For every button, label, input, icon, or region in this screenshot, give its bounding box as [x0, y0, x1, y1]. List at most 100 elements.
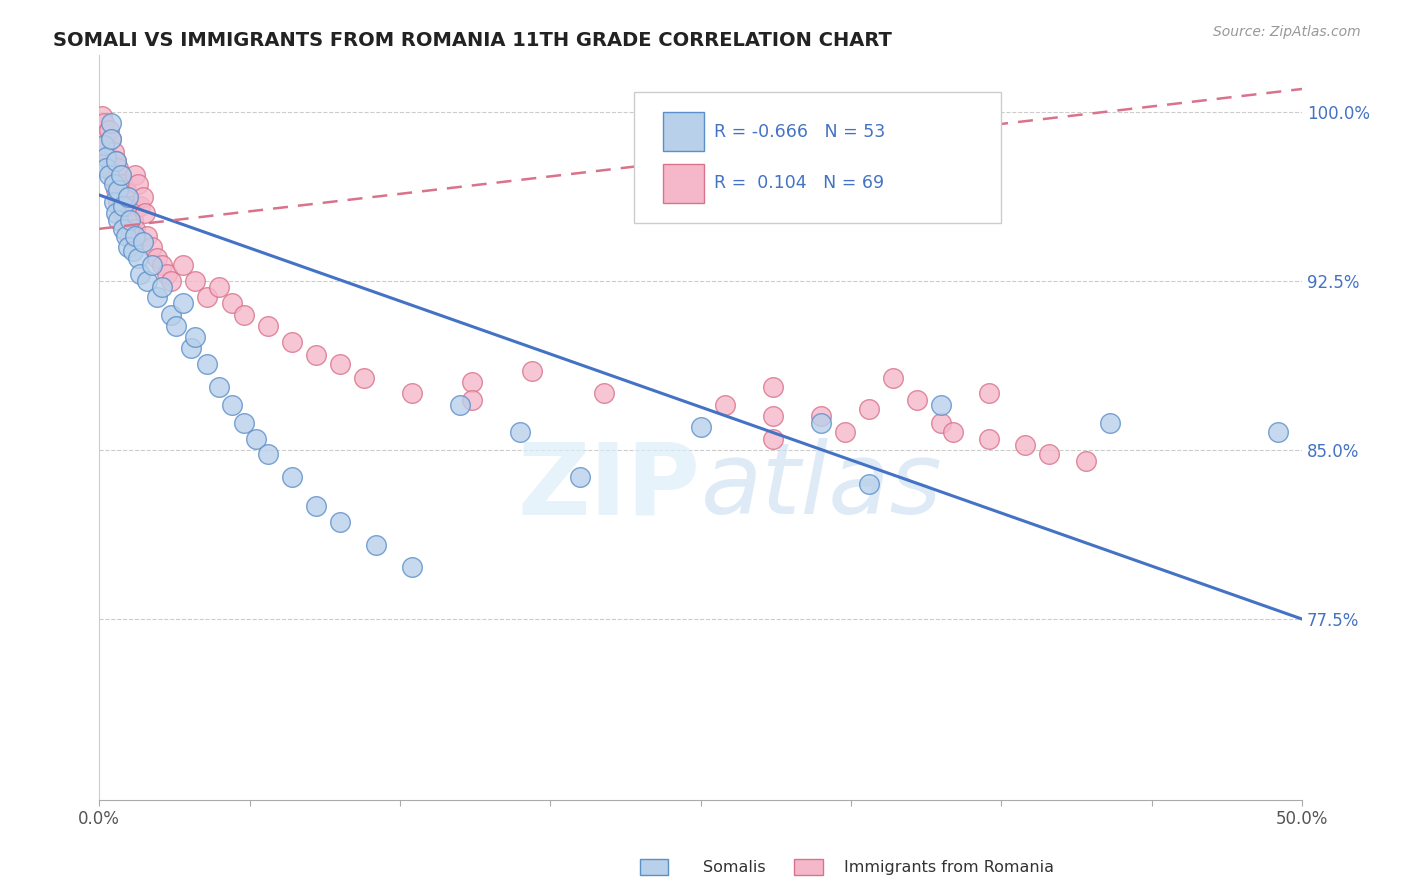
Point — [127, 251, 149, 265]
Point — [107, 184, 129, 198]
Point — [172, 258, 194, 272]
FancyBboxPatch shape — [664, 112, 704, 151]
Point — [127, 177, 149, 191]
Point — [110, 199, 132, 213]
Point — [184, 330, 207, 344]
Point — [329, 515, 352, 529]
Point — [96, 138, 118, 153]
Point — [107, 161, 129, 175]
Point — [129, 267, 152, 281]
Point — [110, 168, 132, 182]
Point — [858, 476, 880, 491]
Point — [146, 251, 169, 265]
FancyBboxPatch shape — [664, 164, 704, 202]
Point — [131, 235, 153, 250]
Point — [131, 190, 153, 204]
Point — [141, 240, 163, 254]
Point — [689, 420, 711, 434]
Point — [120, 228, 142, 243]
Point — [1014, 438, 1036, 452]
Point — [97, 122, 120, 136]
Point — [232, 416, 254, 430]
Point — [114, 228, 136, 243]
Point — [364, 538, 387, 552]
Point — [180, 342, 202, 356]
Point — [100, 131, 122, 145]
Point — [122, 244, 145, 259]
Point — [100, 116, 122, 130]
Point — [100, 131, 122, 145]
Point — [117, 240, 139, 254]
Point — [103, 194, 125, 209]
Point — [96, 161, 118, 175]
Point — [117, 222, 139, 236]
Point — [810, 416, 832, 430]
Point — [114, 184, 136, 198]
Point — [810, 409, 832, 423]
Point — [103, 145, 125, 160]
Point — [280, 470, 302, 484]
Point — [593, 386, 616, 401]
Point — [122, 212, 145, 227]
Point — [107, 194, 129, 209]
Text: SOMALI VS IMMIGRANTS FROM ROMANIA 11TH GRADE CORRELATION CHART: SOMALI VS IMMIGRANTS FROM ROMANIA 11TH G… — [53, 31, 893, 50]
Point — [979, 432, 1001, 446]
Point — [353, 370, 375, 384]
Point — [1074, 454, 1097, 468]
Point — [112, 199, 135, 213]
Point — [112, 177, 135, 191]
Text: Somalis: Somalis — [703, 860, 766, 874]
Point — [105, 154, 128, 169]
Point — [160, 274, 183, 288]
Point — [117, 190, 139, 204]
Point — [124, 222, 146, 236]
Point — [461, 375, 484, 389]
Point — [96, 150, 118, 164]
Text: atlas: atlas — [700, 438, 942, 535]
Point — [93, 138, 115, 153]
Point — [105, 184, 128, 198]
Point — [329, 357, 352, 371]
Point — [141, 258, 163, 272]
Point — [256, 318, 278, 333]
Point — [1038, 447, 1060, 461]
Point — [1098, 416, 1121, 430]
Point — [882, 370, 904, 384]
Point — [1267, 425, 1289, 439]
Point — [100, 161, 122, 175]
Point — [97, 168, 120, 182]
FancyBboxPatch shape — [634, 93, 1001, 223]
Point — [105, 206, 128, 220]
Point — [449, 398, 471, 412]
Point — [401, 386, 423, 401]
Point — [120, 212, 142, 227]
Point — [165, 318, 187, 333]
Point — [146, 289, 169, 303]
Point — [305, 500, 328, 514]
Point — [979, 386, 1001, 401]
Point — [929, 398, 952, 412]
Point — [221, 296, 243, 310]
Point — [305, 348, 328, 362]
Point — [105, 154, 128, 169]
Point — [150, 280, 173, 294]
Point — [208, 380, 231, 394]
Point — [103, 172, 125, 186]
Point — [150, 258, 173, 272]
Point — [124, 168, 146, 182]
Point — [569, 470, 592, 484]
Point — [160, 308, 183, 322]
Point — [112, 206, 135, 220]
Point — [134, 206, 156, 220]
Point — [172, 296, 194, 310]
Point — [522, 364, 544, 378]
Point — [221, 398, 243, 412]
Point — [942, 425, 965, 439]
Point — [90, 109, 112, 123]
Point — [245, 432, 267, 446]
Point — [112, 222, 135, 236]
Point — [905, 393, 928, 408]
Point — [929, 416, 952, 430]
Point — [114, 212, 136, 227]
Text: Source: ZipAtlas.com: Source: ZipAtlas.com — [1213, 25, 1361, 39]
